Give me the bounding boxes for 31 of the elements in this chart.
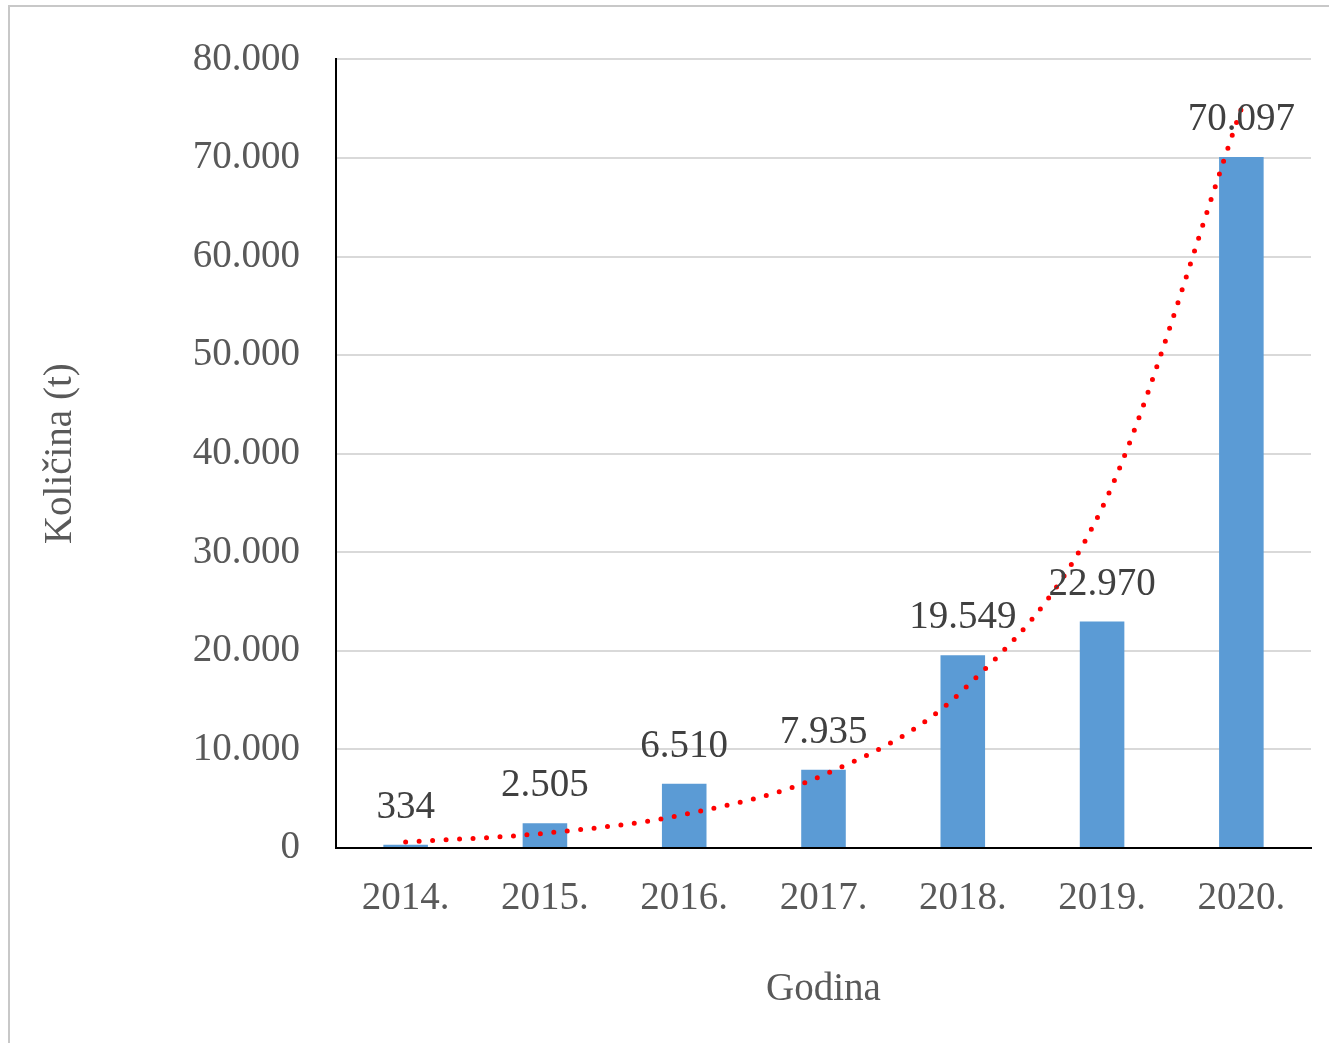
- data-label: 7.935: [779, 707, 868, 751]
- y-tick-label: 40.000: [192, 428, 300, 472]
- data-label: 22.970: [1048, 559, 1156, 603]
- x-tick-label: 2019.: [1058, 873, 1146, 917]
- y-tick-label: 50.000: [192, 330, 300, 374]
- y-tick-label: 60.000: [192, 231, 300, 275]
- y-tick-label: 0: [280, 823, 300, 867]
- y-tick-label: 80.000: [192, 34, 300, 78]
- x-tick-label: 2016.: [640, 873, 729, 917]
- bar: [1079, 621, 1125, 847]
- x-tick-label: 2014.: [361, 873, 450, 917]
- data-label: 70.097: [1187, 95, 1295, 139]
- bar: [801, 769, 846, 847]
- bar: [1219, 157, 1264, 847]
- y-tick-label: 10.000: [192, 724, 300, 768]
- x-tick-label: 2018.: [918, 873, 1007, 917]
- x-tick-label: 2017.: [779, 873, 868, 917]
- data-label: 19.549: [909, 593, 1017, 637]
- data-label: 2.505: [501, 761, 589, 805]
- x-axis-title: Godina: [766, 964, 881, 1008]
- data-label: 6.510: [640, 721, 729, 765]
- y-tick-label: 20.000: [192, 626, 300, 670]
- bar: [940, 655, 986, 847]
- y-tick-label: 70.000: [192, 133, 300, 177]
- bar: [661, 783, 707, 847]
- data-label: 334: [376, 782, 435, 826]
- y-axis-title: Količina (t): [35, 363, 80, 545]
- x-tick-label: 2020.: [1197, 873, 1286, 917]
- y-tick-label: 30.000: [192, 527, 300, 571]
- x-tick-label: 2015.: [501, 873, 589, 917]
- bar: [522, 823, 568, 847]
